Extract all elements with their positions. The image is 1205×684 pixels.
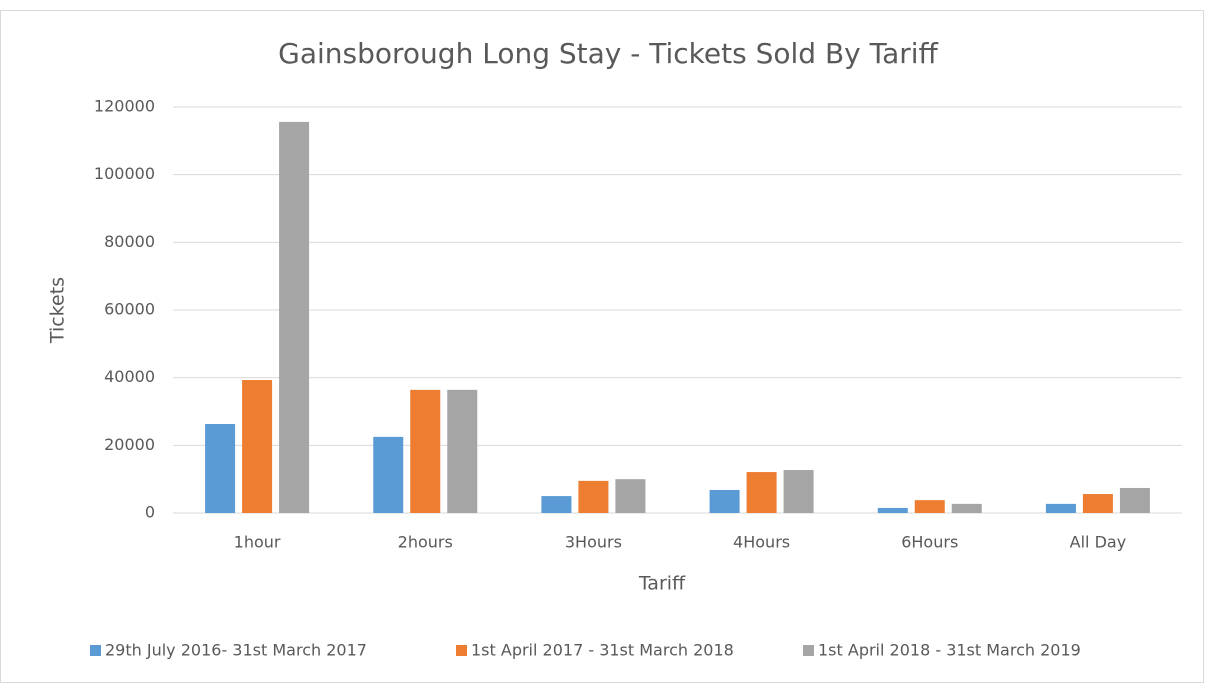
bar xyxy=(615,479,646,513)
bar xyxy=(914,500,945,513)
x-tick-label: 3Hours xyxy=(565,533,622,552)
y-axis-label: Tickets xyxy=(47,277,69,344)
bar xyxy=(373,436,404,513)
y-tick-label: 20000 xyxy=(104,435,155,454)
y-tick-label: 120000 xyxy=(94,97,155,116)
bar xyxy=(1082,494,1113,513)
x-tick-label: 4Hours xyxy=(733,533,790,552)
bar xyxy=(447,389,478,513)
y-tick-label: 60000 xyxy=(104,300,155,319)
bar xyxy=(1045,503,1076,513)
bar xyxy=(578,480,609,513)
bar xyxy=(242,380,273,513)
bar xyxy=(279,121,310,514)
x-axis-label: Tariff xyxy=(638,573,686,595)
y-tick-label: 0 xyxy=(145,503,155,522)
bar xyxy=(410,389,441,513)
legend-label: 29th July 2016- 31st March 2017 xyxy=(105,641,367,660)
y-tick-label: 80000 xyxy=(104,232,155,251)
y-tick-label: 100000 xyxy=(94,164,155,183)
bar xyxy=(709,489,740,513)
x-tick-label: 6Hours xyxy=(901,533,958,552)
bar xyxy=(746,472,777,513)
bar xyxy=(951,503,982,513)
y-tick-label: 40000 xyxy=(104,367,155,386)
x-tick-label: All Day xyxy=(1070,533,1127,552)
legend-swatch xyxy=(456,645,467,656)
bar xyxy=(1119,487,1150,513)
bar xyxy=(205,424,236,513)
bar xyxy=(541,496,572,513)
x-tick-label: 2hours xyxy=(398,533,453,552)
chart-border xyxy=(0,10,1204,683)
legend-label: 1st April 2017 - 31st March 2018 xyxy=(471,641,734,660)
legend-swatch xyxy=(90,645,101,656)
bar xyxy=(783,470,814,513)
legend-label: 1st April 2018 - 31st March 2019 xyxy=(818,641,1081,660)
bar xyxy=(877,507,908,513)
chart-title: Gainsborough Long Stay - Tickets Sold By… xyxy=(278,37,938,70)
legend-swatch xyxy=(803,645,814,656)
x-tick-label: 1hour xyxy=(234,533,281,552)
